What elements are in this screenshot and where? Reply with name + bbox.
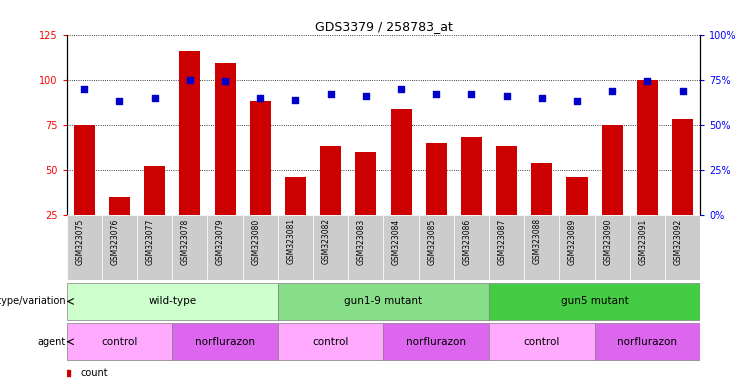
Point bbox=[290, 96, 302, 103]
Text: norflurazon: norflurazon bbox=[195, 337, 255, 347]
Text: GSM323084: GSM323084 bbox=[392, 218, 401, 265]
Point bbox=[536, 95, 548, 101]
Text: control: control bbox=[102, 337, 138, 347]
Bar bbox=[207, 215, 243, 280]
Point bbox=[465, 91, 477, 97]
Text: GSM323082: GSM323082 bbox=[322, 218, 330, 265]
Text: control: control bbox=[524, 337, 560, 347]
Bar bbox=[144, 166, 165, 215]
Text: GSM323089: GSM323089 bbox=[568, 218, 577, 265]
Bar bbox=[595, 323, 700, 360]
Bar bbox=[637, 80, 658, 215]
Bar bbox=[630, 215, 665, 280]
Bar bbox=[665, 215, 700, 280]
Text: norflurazon: norflurazon bbox=[617, 337, 677, 347]
Bar bbox=[425, 143, 447, 215]
Bar bbox=[453, 215, 489, 280]
Bar bbox=[179, 51, 200, 215]
Bar bbox=[391, 109, 412, 215]
Bar bbox=[384, 323, 489, 360]
Text: GSM323086: GSM323086 bbox=[462, 218, 471, 265]
Text: GSM323078: GSM323078 bbox=[181, 218, 190, 265]
Bar bbox=[489, 323, 594, 360]
Text: genotype/variation: genotype/variation bbox=[0, 296, 66, 306]
Bar bbox=[525, 215, 559, 280]
Text: GSM323083: GSM323083 bbox=[357, 218, 366, 265]
Point bbox=[219, 78, 231, 84]
Text: GSM323092: GSM323092 bbox=[674, 218, 682, 265]
Text: GSM323091: GSM323091 bbox=[639, 218, 648, 265]
Point bbox=[571, 98, 583, 104]
Bar bbox=[67, 323, 173, 360]
Text: GSM323075: GSM323075 bbox=[76, 218, 84, 265]
Bar bbox=[250, 101, 271, 215]
Point bbox=[395, 86, 407, 92]
Bar bbox=[137, 215, 173, 280]
Bar bbox=[73, 125, 95, 215]
Point bbox=[360, 93, 372, 99]
Bar bbox=[313, 215, 348, 280]
Text: GSM323088: GSM323088 bbox=[533, 218, 542, 265]
Text: GSM323077: GSM323077 bbox=[146, 218, 155, 265]
Text: gun5 mutant: gun5 mutant bbox=[561, 296, 628, 306]
Point bbox=[325, 91, 336, 97]
Text: GSM323080: GSM323080 bbox=[251, 218, 260, 265]
Point bbox=[501, 93, 513, 99]
Text: norflurazon: norflurazon bbox=[406, 337, 466, 347]
Bar bbox=[384, 215, 419, 280]
Bar bbox=[602, 125, 622, 215]
Text: gun1-9 mutant: gun1-9 mutant bbox=[345, 296, 422, 306]
Point bbox=[79, 86, 90, 92]
Bar bbox=[172, 323, 278, 360]
Point bbox=[184, 77, 196, 83]
Bar bbox=[278, 215, 313, 280]
Text: GSM323087: GSM323087 bbox=[498, 218, 507, 265]
Point bbox=[642, 78, 654, 84]
Text: GSM323076: GSM323076 bbox=[110, 218, 119, 265]
Bar bbox=[559, 215, 594, 280]
Bar bbox=[67, 215, 102, 280]
Bar bbox=[595, 215, 630, 280]
Bar bbox=[320, 146, 341, 215]
Bar bbox=[243, 215, 278, 280]
Point bbox=[677, 88, 688, 94]
Text: agent: agent bbox=[38, 337, 66, 347]
Bar bbox=[215, 63, 236, 215]
Text: wild-type: wild-type bbox=[148, 296, 196, 306]
Bar bbox=[461, 137, 482, 215]
Bar bbox=[419, 215, 453, 280]
Point bbox=[606, 88, 618, 94]
Point bbox=[149, 95, 161, 101]
Bar bbox=[278, 283, 489, 320]
Bar bbox=[348, 215, 384, 280]
Text: count: count bbox=[81, 368, 108, 378]
Title: GDS3379 / 258783_at: GDS3379 / 258783_at bbox=[314, 20, 453, 33]
Text: control: control bbox=[313, 337, 349, 347]
Bar bbox=[531, 163, 553, 215]
Text: GSM323090: GSM323090 bbox=[603, 218, 612, 265]
Bar bbox=[285, 177, 306, 215]
Point bbox=[113, 98, 125, 104]
Text: GSM323085: GSM323085 bbox=[428, 218, 436, 265]
Bar bbox=[496, 146, 517, 215]
Text: GSM323081: GSM323081 bbox=[287, 218, 296, 265]
Bar bbox=[566, 177, 588, 215]
Bar bbox=[489, 283, 700, 320]
Bar bbox=[672, 119, 694, 215]
Bar bbox=[356, 152, 376, 215]
Bar bbox=[67, 283, 278, 320]
Bar bbox=[489, 215, 525, 280]
Text: GSM323079: GSM323079 bbox=[216, 218, 225, 265]
Bar bbox=[278, 323, 384, 360]
Point bbox=[254, 95, 266, 101]
Bar bbox=[109, 197, 130, 215]
Bar bbox=[102, 215, 137, 280]
Point bbox=[431, 91, 442, 97]
Bar bbox=[172, 215, 207, 280]
